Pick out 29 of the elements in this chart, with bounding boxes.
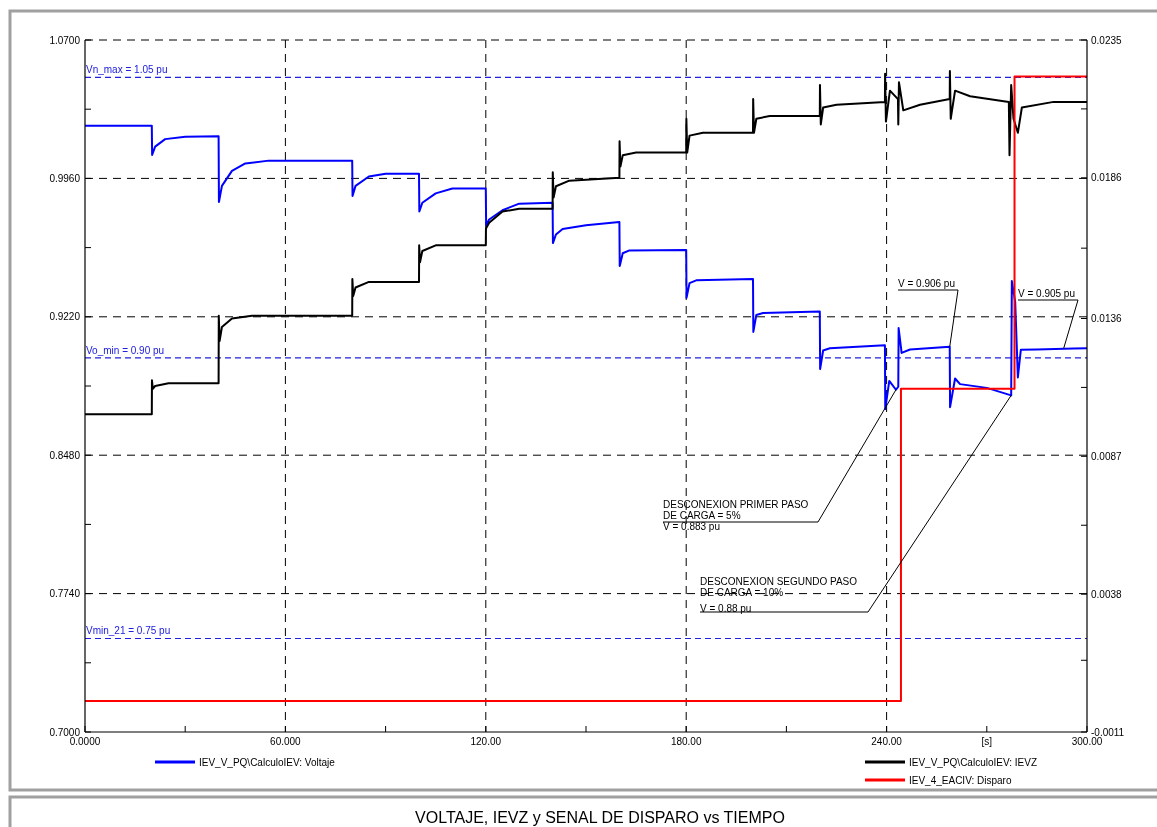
ref-line-label: Vo_min = 0.90 pu xyxy=(86,344,165,356)
x-tick-label: 240.00 xyxy=(871,736,903,747)
y-tick-label: 1.0700 xyxy=(49,34,81,46)
y2-tick-label: 0.0038 xyxy=(1091,588,1123,600)
annotation: V = 0.906 pu xyxy=(898,278,955,289)
x-tick-label: 300.00 xyxy=(1071,736,1103,747)
annotation: V = 0.905 pu xyxy=(1018,288,1075,299)
y-tick-label: 0.7740 xyxy=(49,588,81,600)
legend-label: IEV_V_PQ\CalculoIEV: IEVZ xyxy=(909,756,1038,768)
y-tick-label: 0.8480 xyxy=(49,449,81,461)
y-tick-label: 0.9220 xyxy=(49,311,81,323)
x-tick-label: 0.0000 xyxy=(69,736,101,747)
y-tick-label: 0.9960 xyxy=(49,172,81,184)
y2-tick-label: 0.0235 xyxy=(1091,34,1123,46)
ref-line-label: Vmin_21 = 0.75 pu xyxy=(86,625,171,637)
x-axis-title: [s] xyxy=(981,736,993,747)
x-tick-label: 120.00 xyxy=(470,736,502,747)
x-tick-label: 60.000 xyxy=(270,736,302,747)
text: VOLTAJE, IEVZ y SENAL DE DISPARO vs TIEMPO xyxy=(415,809,785,826)
y-tick-label: 0.7000 xyxy=(49,726,81,738)
legend-label: IEV_4_EACIV: Disparo xyxy=(909,774,1012,786)
y2-tick-label: 0.0136 xyxy=(1091,312,1123,324)
y2-tick-label: -0.0011 xyxy=(1091,726,1125,738)
x-tick-label: 180.00 xyxy=(670,736,702,747)
y2-tick-label: 0.0087 xyxy=(1091,450,1123,462)
legend-label: IEV_V_PQ\CalculoIEV: Voltaje xyxy=(199,756,336,768)
ref-line-label: Vn_max = 1.05 pu xyxy=(86,64,168,76)
line-series xyxy=(84,124,1088,410)
y2-tick-label: 0.0186 xyxy=(1091,172,1123,184)
